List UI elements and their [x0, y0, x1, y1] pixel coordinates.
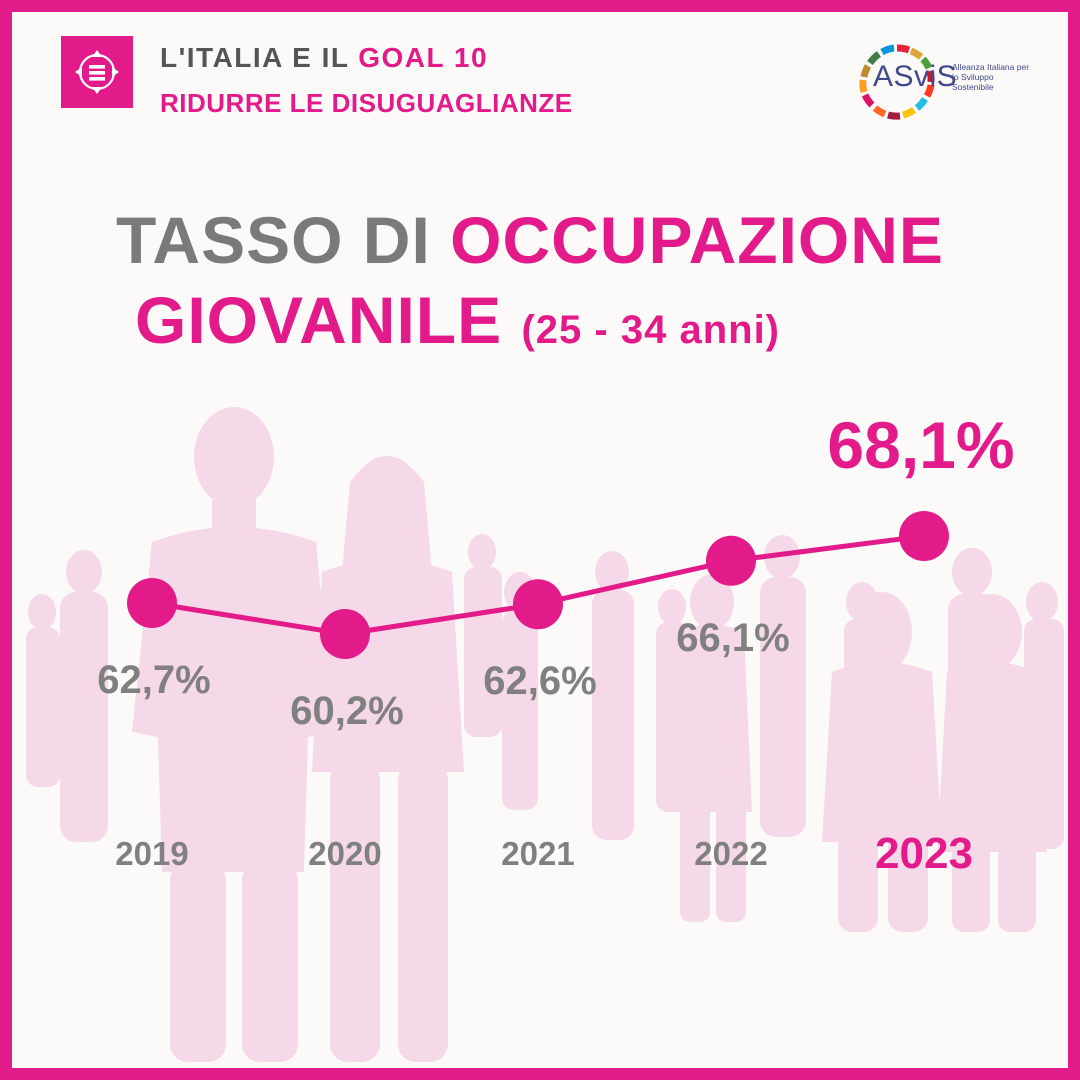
goal-10-badge: [61, 36, 133, 108]
x-tick-2020: 2020: [308, 835, 381, 872]
asvis-logo-ring: [859, 44, 935, 120]
title-age-range: (25 - 34 anni): [521, 308, 780, 352]
x-tick-2022: 2022: [694, 835, 767, 872]
chart-title-line2: GIOVANILE (25 - 34 anni): [135, 282, 780, 358]
data-label-2022: 66,1%: [676, 616, 789, 660]
x-tick-2019: 2019: [115, 835, 188, 872]
data-label-2019: 62,7%: [97, 658, 210, 702]
header-goal-line: L'ITALIA E IL GOAL 10: [160, 42, 488, 74]
title-part-pink: OCCUPAZIONE: [450, 203, 944, 277]
asvis-logo-tagline: Alleanza Italiana per lo Sviluppo Sosten…: [952, 62, 1030, 92]
data-label-2023: 68,1%: [827, 408, 1014, 482]
goal-10-icon: [75, 50, 119, 94]
header-goal-subtitle: RIDURRE LE DISUGUAGLIANZE: [160, 88, 573, 118]
line-chart: 62,7% 2019 60,2% 2020 62,6% 2021 66,1% 2022 68,1…: [97, 408, 1014, 878]
x-tick-2023: 2023: [875, 829, 973, 878]
data-point-2021: [513, 579, 563, 630]
chart-title-line1: TASSO DI OCCUPAZIONE: [116, 202, 944, 278]
data-label-2021: 62,6%: [483, 659, 596, 703]
data-point-2019: [127, 577, 177, 628]
title-part-giovanile: GIOVANILE: [135, 283, 503, 357]
asvis-logo-word: ASviS: [873, 60, 958, 93]
data-point-2022: [706, 535, 756, 586]
title-part-gray: TASSO DI: [116, 203, 451, 277]
infographic-frame: L'ITALIA E IL GOAL 10 RIDURRE LE DISUGUA…: [12, 12, 1068, 1068]
data-point-2020: [320, 609, 370, 659]
data-label-2020: 60,2%: [290, 689, 403, 733]
header-goal-highlight: GOAL 10: [358, 42, 489, 73]
asvis-logo: ASviS Alleanza Italiana per lo Sviluppo …: [855, 40, 1035, 124]
header-prefix: L'ITALIA E IL: [160, 42, 359, 73]
data-point-2023: [899, 511, 949, 561]
x-tick-2021: 2021: [501, 835, 574, 872]
